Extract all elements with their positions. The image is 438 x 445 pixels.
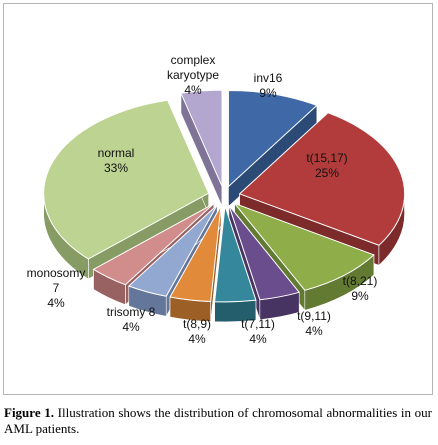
label-pct-t-8-21: 9%	[351, 289, 369, 303]
label-pct-monosomy-7: 4%	[47, 296, 65, 310]
label-pct-normal: 33%	[104, 161, 128, 175]
label-monosomy-7: monosomy 7 4%	[27, 266, 86, 310]
caption-label: Figure 1.	[4, 405, 54, 420]
figure-caption: Figure 1. Illustration shows the distrib…	[4, 405, 432, 437]
label-t-8-9: t(8,9) 4%	[183, 317, 211, 346]
slice-t-8-9	[169, 204, 222, 322]
slice-inv16	[227, 89, 318, 208]
label-name-t-7-11: t(7,11)	[241, 317, 275, 331]
label-t-15-17: t(15,17) 25%	[306, 151, 347, 180]
label-name-part-monosomy-7-0: monosomy	[27, 266, 86, 280]
label-name-normal: normal	[98, 146, 135, 160]
label-pct-complex-karyotype: 4%	[184, 83, 202, 97]
label-complex-karyotype: complex karyotype 4%	[167, 53, 219, 97]
label-name-inv16: inv16	[254, 71, 283, 85]
caption-text: Illustration shows the distribution of c…	[4, 405, 432, 436]
label-t-9-11: t(9,11) 4%	[297, 309, 331, 338]
slice-top-t-15-17	[238, 112, 406, 246]
label-name-trisomy-8: trisomy 8	[107, 305, 156, 319]
chart-frame: inv16 9% t(15,17) 25% t(8,21) 9% t(9,11) 4% t(7,…	[3, 3, 433, 395]
slice-t-7-11	[214, 205, 257, 323]
label-trisomy-8: trisomy 8 4%	[107, 305, 156, 334]
slice-top-t-7-11	[214, 205, 257, 303]
label-normal: normal 33%	[98, 146, 135, 175]
label-name-part-complex-karyotype-1: karyotype	[167, 68, 219, 82]
label-name-t-15-17: t(15,17)	[306, 151, 347, 165]
label-pct-t-8-9: 4%	[188, 332, 206, 346]
label-name-t-8-21: t(8,21)	[343, 274, 378, 288]
label-pct-t-9-11: 4%	[305, 324, 323, 338]
label-pct-t-7-11: 4%	[249, 332, 267, 346]
label-inv16: inv16 9%	[254, 71, 283, 100]
label-name-part-monosomy-7-1: 7	[53, 281, 60, 295]
slice-top-inv16	[227, 89, 318, 188]
slice-top-trisomy-8	[127, 204, 218, 297]
slice-top-monosomy-7	[92, 203, 215, 286]
label-name-t-8-9: t(8,9)	[183, 317, 211, 331]
label-name-t-9-11: t(9,11)	[297, 309, 331, 323]
slice-top-t-8-9	[169, 205, 222, 303]
label-t-8-21: t(8,21) 9%	[343, 274, 378, 303]
pie-chart: inv16 9%t(15,17) 25%t(8,21) 9%t(9,11) 4%t(7,…	[27, 53, 406, 346]
label-pct-trisomy-8: 4%	[122, 320, 140, 334]
label-pct-inv16: 9%	[259, 86, 277, 100]
slice-complex-karyotype	[180, 89, 223, 207]
slice-top-complex-karyotype	[180, 89, 223, 187]
label-pct-t-15-17: 25%	[315, 166, 339, 180]
label-name-part-complex-karyotype-0: complex	[171, 53, 216, 67]
label-t-7-11: t(7,11) 4%	[241, 317, 275, 346]
slice-top-normal	[43, 99, 210, 260]
slice-top-t-8-21	[233, 202, 375, 291]
slice-top-t-9-11	[228, 205, 301, 301]
